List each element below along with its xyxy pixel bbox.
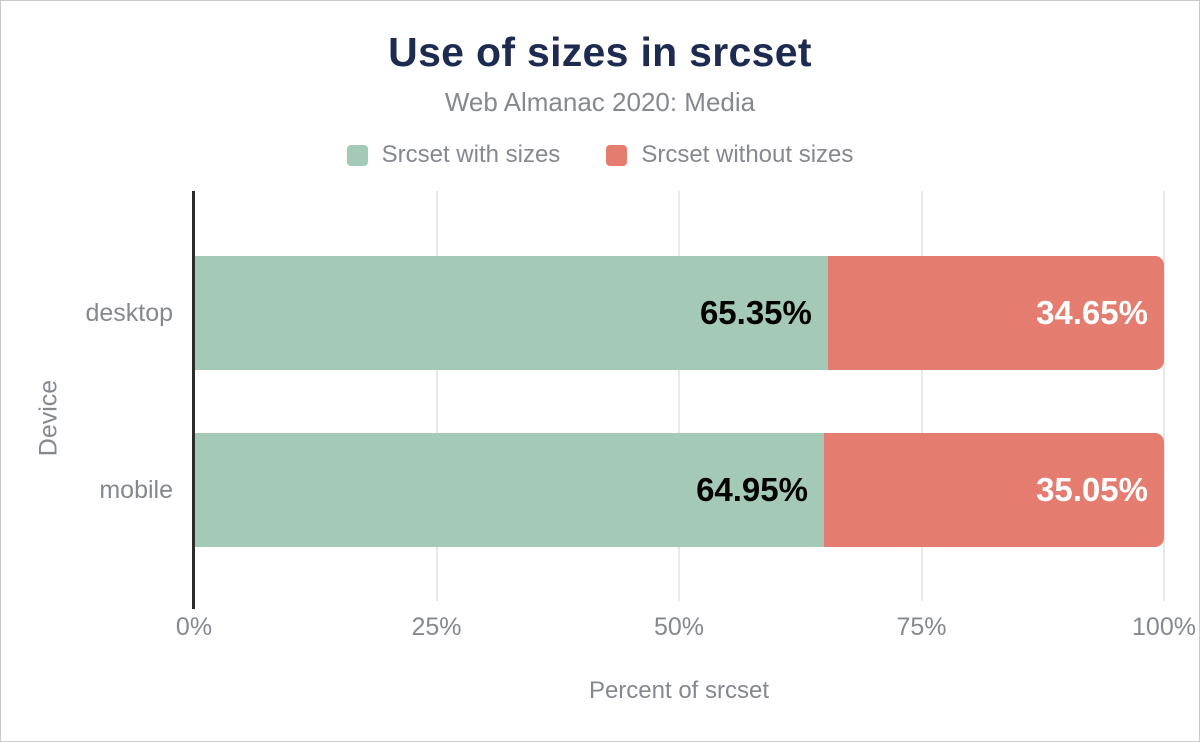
gridline-50 — [678, 191, 680, 601]
category-label-desktop: desktop — [85, 299, 173, 327]
x-tick-25: 25% — [411, 613, 462, 641]
value-label-mobile-with-sizes: 64.95% — [696, 471, 808, 508]
bar-desktop: 65.35% 34.65% — [194, 256, 1164, 370]
bar-mobile: 64.95% 35.05% — [194, 433, 1164, 547]
y-axis-line — [192, 191, 195, 609]
y-axis-title: Device — [34, 379, 63, 457]
category-label-mobile: mobile — [99, 476, 173, 504]
plot-area: 65.35% 34.65% 64.95% 35.05% — [192, 191, 1165, 609]
x-tick-100: 100% — [1132, 613, 1196, 641]
legend-swatch-green-icon — [346, 144, 368, 166]
bar-segment-mobile-with-sizes[interactable]: 64.95% — [194, 433, 824, 547]
legend-item-srcset-without-sizes[interactable]: Srcset without sizes — [606, 141, 853, 169]
legend-swatch-red-icon — [606, 144, 628, 166]
value-label-desktop-with-sizes: 65.35% — [699, 294, 812, 331]
bar-segment-desktop-with-sizes[interactable]: 65.35% — [194, 256, 828, 370]
x-tick-0: 0% — [175, 613, 213, 641]
gridline-25 — [435, 191, 438, 601]
legend-item-srcset-with-sizes[interactable]: Srcset with sizes — [346, 141, 561, 169]
x-tick-50: 50% — [653, 613, 705, 641]
legend-label-srcset-with-sizes: Srcset with sizes — [381, 141, 561, 168]
gridline-100 — [1163, 191, 1165, 601]
gridline-75 — [920, 191, 923, 601]
x-tick-75: 75% — [896, 613, 947, 641]
x-axis-ticks: 0% 25% 50% 75% 100% — [176, 613, 1196, 645]
legend-label-srcset-without-sizes: Srcset without sizes — [641, 141, 854, 168]
legend: Srcset with sizes Srcset without sizes — [1, 141, 1199, 169]
value-label-mobile-without-sizes: 35.05% — [1036, 471, 1148, 508]
bar-segment-mobile-without-sizes[interactable]: 35.05% — [824, 433, 1164, 547]
bar-segment-desktop-without-sizes[interactable]: 34.65% — [827, 256, 1164, 370]
chart-subtitle: Web Almanac 2020: Media — [444, 87, 756, 117]
value-label-desktop-without-sizes: 34.65% — [1036, 294, 1148, 331]
chart-title: Use of sizes in srcset — [388, 29, 812, 75]
x-axis-title: Percent of srcset — [588, 677, 770, 704]
